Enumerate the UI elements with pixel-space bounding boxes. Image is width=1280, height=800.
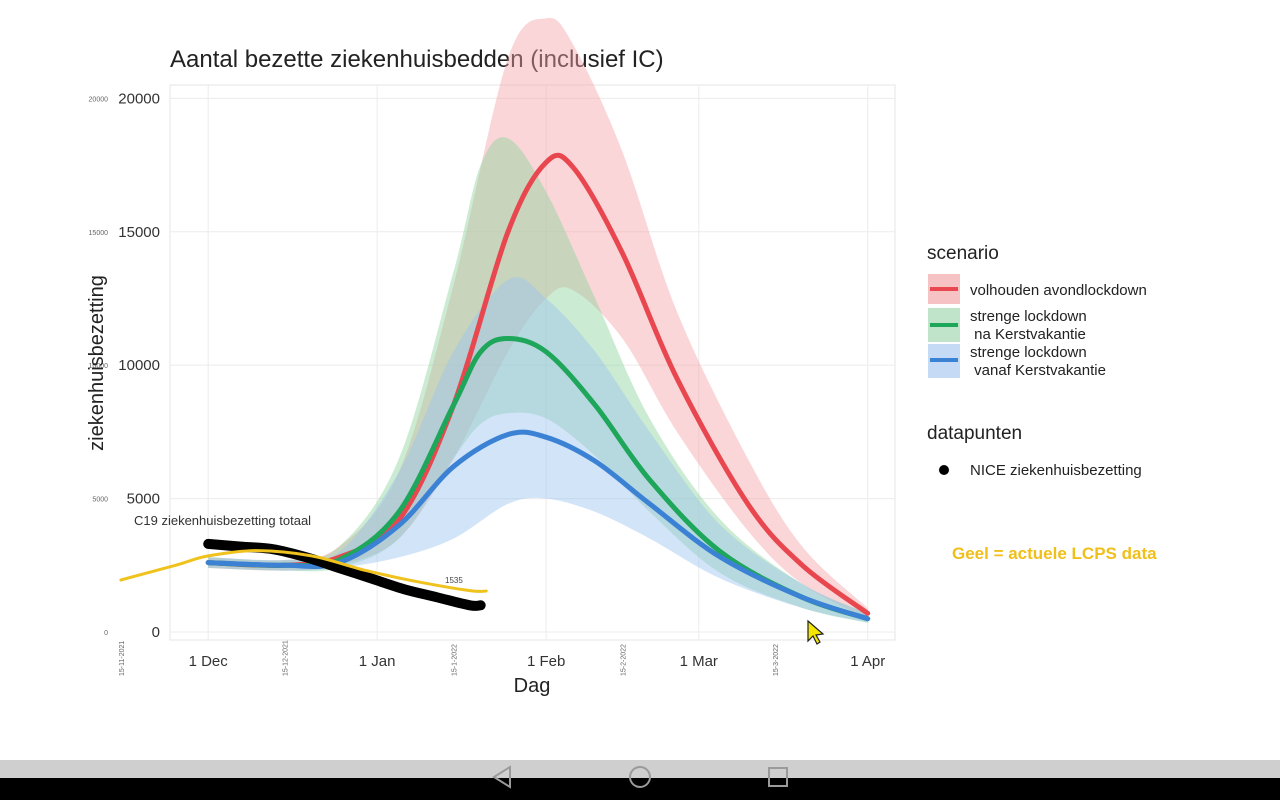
nav-home-button[interactable] bbox=[626, 764, 654, 790]
legend-item-na-kerstvakantie: strenge lockdown na Kerstvakantie bbox=[928, 308, 1087, 343]
y-tick-small-label-2: 10000 bbox=[89, 363, 109, 370]
back-triangle-icon bbox=[492, 765, 511, 789]
legend-item-vanaf-kerstvakantie: strenge lockdown vanaf Kerstvakantie bbox=[928, 344, 1106, 379]
y-tick-small-label-3: 15000 bbox=[89, 230, 109, 237]
scenario-lines bbox=[119, 152, 871, 622]
legend-scenario-title: scenario bbox=[927, 243, 999, 264]
y-tick-label-2: 10000 bbox=[118, 357, 160, 374]
x-overlay-date-label-4: 15-3-2022 bbox=[773, 644, 780, 676]
x-tick-label-2: 1 Feb bbox=[527, 653, 565, 670]
y-tick-label-0: 0 bbox=[152, 624, 160, 641]
y-tick-small-label-0: 0 bbox=[104, 630, 108, 637]
y-axis-label: ziekenhuisbezetting bbox=[86, 275, 108, 451]
legend: scenario volhouden avondlockdown strenge… bbox=[927, 243, 1147, 479]
y-tick-label-4: 20000 bbox=[118, 90, 160, 107]
x-tick-label-1: 1 Jan bbox=[359, 653, 396, 670]
y-tick-label-3: 15000 bbox=[118, 224, 160, 241]
x-overlay-date-label-0: 15-11-2021 bbox=[119, 641, 126, 676]
c19-series-label: C19 ziekenhuisbezetting totaal bbox=[134, 513, 311, 528]
x-overlay-date-label-1: 15-12-2021 bbox=[283, 640, 290, 676]
legend-label-nice: NICE ziekenhuisbezetting bbox=[970, 462, 1142, 479]
c19-end-value: 1535 bbox=[445, 576, 463, 585]
ribbon-0 bbox=[208, 17, 868, 619]
y-tick-small-label-4: 20000 bbox=[89, 96, 109, 103]
legend-dot-nice bbox=[939, 465, 949, 475]
legend-label-strenge-lockdown-2: strenge lockdown bbox=[970, 344, 1087, 361]
series-line-4 bbox=[119, 549, 488, 593]
axis-ticks: 0 0 5000 5000 10000 10000 15000 15000 20000 20000… bbox=[89, 90, 886, 676]
x-overlay-date-label-2: 15-1-2022 bbox=[452, 644, 459, 676]
recent-square-icon bbox=[768, 767, 788, 787]
chart-title: Aantal bezette ziekenhuisbedden (inclusi… bbox=[170, 46, 664, 73]
x-tick-label-4: 1 Apr bbox=[850, 653, 885, 670]
x-axis-label: Dag bbox=[514, 675, 551, 697]
legend-label-vanaf-kerstvakantie: vanaf Kerstvakantie bbox=[970, 362, 1106, 379]
series-line-1 bbox=[205, 336, 871, 622]
android-navigation-bar bbox=[0, 760, 1280, 800]
x-tick-label-0: 1 Dec bbox=[189, 653, 229, 670]
x-tick-label-3: 1 Mar bbox=[680, 653, 718, 670]
lcps-note: Geel = actuele LCPS data bbox=[952, 544, 1157, 563]
mouse-cursor-icon bbox=[807, 619, 825, 645]
y-tick-small-label-1: 5000 bbox=[92, 497, 108, 504]
video-frame: Aantal bezette ziekenhuisbedden (inclusi… bbox=[86, 17, 1158, 697]
hospital-beds-chart: Aantal bezette ziekenhuisbedden (inclusi… bbox=[86, 17, 1157, 697]
y-tick-label-1: 5000 bbox=[127, 491, 160, 508]
series-line-3 bbox=[203, 538, 486, 611]
nav-recent-apps-button[interactable] bbox=[764, 764, 792, 790]
ribbon-1 bbox=[208, 137, 868, 623]
legend-datapunten-title: datapunten bbox=[927, 423, 1022, 444]
x-overlay-date-label-3: 15-2-2022 bbox=[620, 644, 627, 676]
legend-label-avondlockdown: volhouden avondlockdown bbox=[970, 282, 1147, 299]
legend-item-avondlockdown: volhouden avondlockdown bbox=[928, 274, 1147, 304]
home-circle-icon bbox=[629, 766, 651, 788]
nav-back-button[interactable] bbox=[490, 764, 518, 790]
legend-label-strenge-lockdown-1: strenge lockdown bbox=[970, 308, 1087, 325]
legend-label-na-kerstvakantie: na Kerstvakantie bbox=[970, 326, 1086, 343]
